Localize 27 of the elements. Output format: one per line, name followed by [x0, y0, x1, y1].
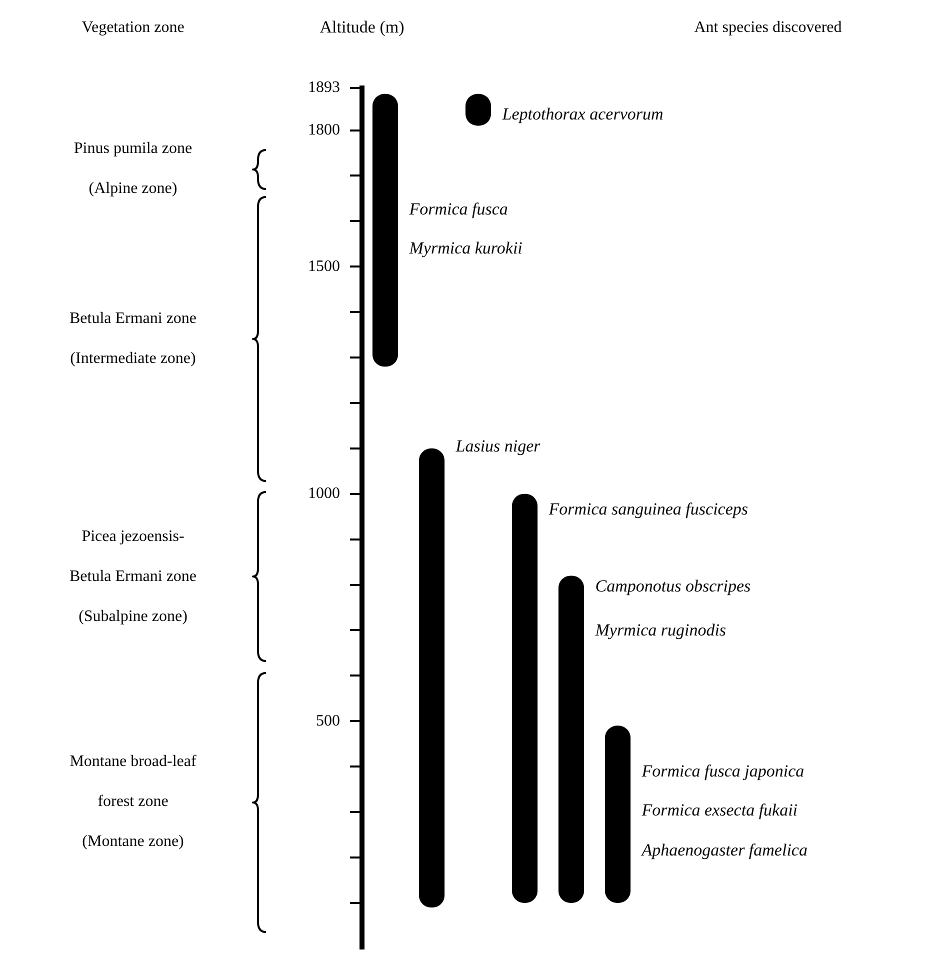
text: Formica fusca japonica: [640, 761, 804, 780]
text: Picea jezoensis- Betula Ermani zone (Subalpine zone): [69, 528, 197, 626]
annotation: Myrmica kurokii: [408, 238, 523, 258]
text: Formica exsecta fukaii: [640, 800, 798, 820]
bar: [604, 726, 631, 903]
y-axis-title: Altitude (m): [320, 17, 404, 36]
text: Betula Ermani zone (Intermediate zone): [69, 310, 197, 368]
bar: [418, 448, 445, 908]
annotation: Leptothorax acervorum: [501, 104, 664, 124]
annotation: Myrmica ruginodis: [594, 620, 726, 640]
annotation: Camponotus obscripes: [595, 576, 751, 596]
annotation: Formica sanguinea fusciceps: [548, 499, 748, 518]
text: Aphaenogaster famelica: [640, 840, 808, 860]
annotation: Lasius niger: [454, 436, 541, 456]
y-tick-label: 1500: [308, 258, 340, 275]
text: Pinus pumila zone (Alpine zone): [74, 140, 192, 198]
bar: [372, 94, 398, 367]
bar: [512, 494, 538, 903]
annotation: Formica fusca: [408, 199, 508, 218]
y-tick-label: 1000: [308, 485, 340, 502]
y-tick-label: 1893: [308, 79, 340, 96]
bar: [558, 576, 584, 903]
text: Ant species discovered: [694, 19, 842, 36]
y-tick-label: 500: [316, 712, 340, 730]
text: Vegetation zone: [82, 19, 184, 36]
y-tick-label: 1800: [308, 121, 340, 138]
text: Montane broad-leaf forest zone (Montane zone): [70, 753, 196, 850]
